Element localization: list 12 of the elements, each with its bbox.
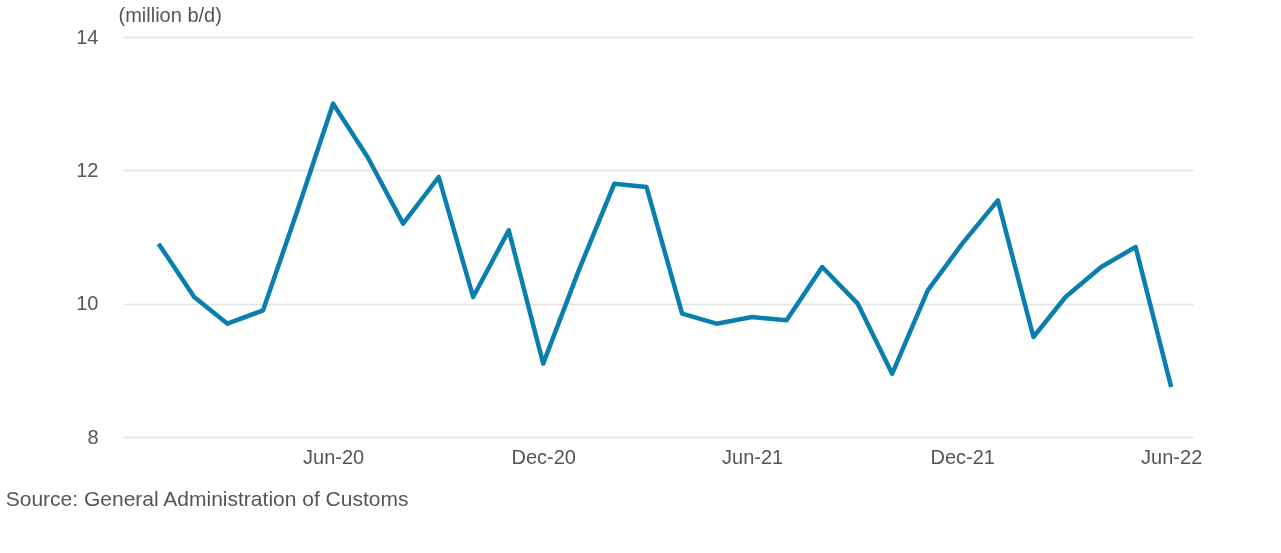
line-series <box>156 101 1174 390</box>
y-tick-label: 8 <box>87 425 99 448</box>
x-tick-label: Dec-20 <box>511 445 576 468</box>
y-tick-label: 14 <box>76 25 99 48</box>
y-tick-label: 10 <box>76 292 99 315</box>
y-axis-title: (million b/d) <box>118 3 222 26</box>
x-tick-label: Jun-21 <box>722 445 784 468</box>
x-tick-label: Jun-22 <box>1141 445 1203 468</box>
x-tick-label: Jun-20 <box>303 445 365 468</box>
source-note: Source: General Administration of Customs <box>5 487 409 510</box>
y-tick-label: 12 <box>76 158 99 181</box>
x-tick-label: Dec-21 <box>930 445 995 468</box>
